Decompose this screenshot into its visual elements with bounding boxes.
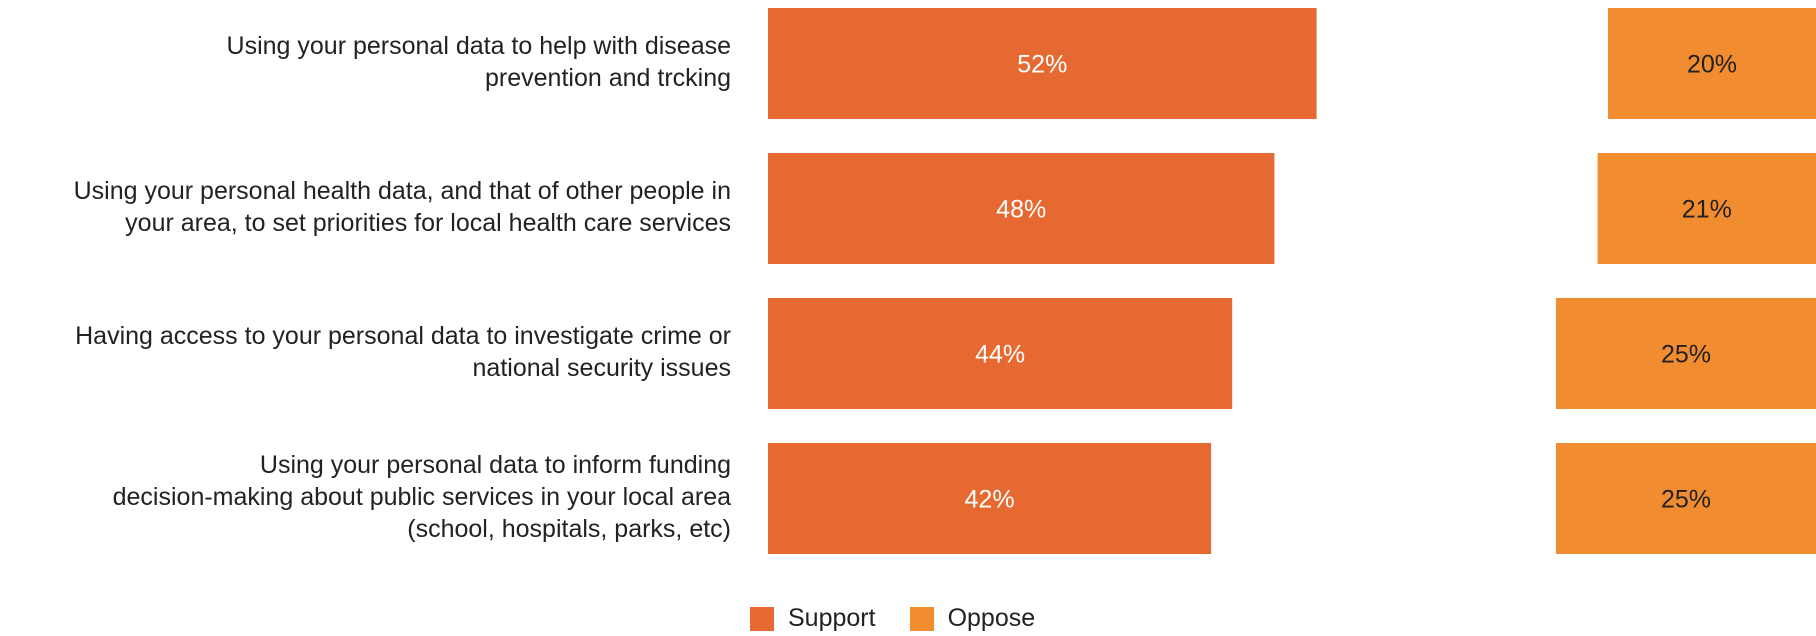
data-label-oppose-2: 25% (1661, 341, 1711, 369)
category-label-line: decision-making about public services in… (112, 482, 731, 511)
bar-oppose-2 (1556, 298, 1816, 409)
category-label-line: prevention and trcking (485, 63, 731, 92)
legend: Support Oppose (750, 604, 1069, 633)
legend-item-support: Support (750, 604, 876, 633)
legend-swatch-oppose (909, 606, 934, 631)
data-label-oppose-3: 25% (1661, 486, 1711, 514)
legend-item-oppose: Oppose (909, 604, 1036, 633)
data-label-support-2: 44% (975, 341, 1025, 369)
bar-support-1 (768, 153, 1275, 264)
bar-support-0 (768, 8, 1317, 119)
category-label-line: (school, hospitals, parks, etc) (407, 514, 731, 543)
category-label-1: Using your personal health data, and tha… (0, 175, 731, 239)
bar-oppose-0 (1608, 8, 1816, 119)
legend-label-support: Support (788, 604, 876, 632)
bar-oppose-3 (1556, 443, 1816, 554)
data-label-support-1: 48% (996, 196, 1046, 224)
legend-swatch-support (750, 606, 774, 631)
category-label-line: Having access to your personal data to i… (75, 321, 731, 350)
category-label-0: Using your personal data to help with di… (0, 30, 731, 94)
category-label-line: your area, to set priorities for local h… (125, 208, 731, 237)
category-label-line: Using your personal health data, and tha… (73, 176, 731, 205)
bar-support-3 (768, 443, 1212, 554)
bar-oppose-1 (1597, 153, 1816, 264)
category-label-2: Having access to your personal data to i… (0, 320, 731, 384)
data-label-oppose-1: 21% (1682, 196, 1732, 224)
category-label-3: Using your personal data to inform fundi… (0, 449, 731, 545)
bar-support-2 (768, 298, 1233, 409)
category-label-line: national security issues (472, 353, 731, 382)
data-label-support-3: 42% (965, 486, 1015, 514)
data-label-support-0: 52% (1017, 51, 1067, 79)
data-label-oppose-0: 20% (1687, 51, 1737, 79)
category-label-line: Using your personal data to inform fundi… (259, 450, 731, 479)
category-label-line: Using your personal data to help with di… (226, 31, 731, 60)
legend-label-oppose: Oppose (947, 604, 1036, 632)
